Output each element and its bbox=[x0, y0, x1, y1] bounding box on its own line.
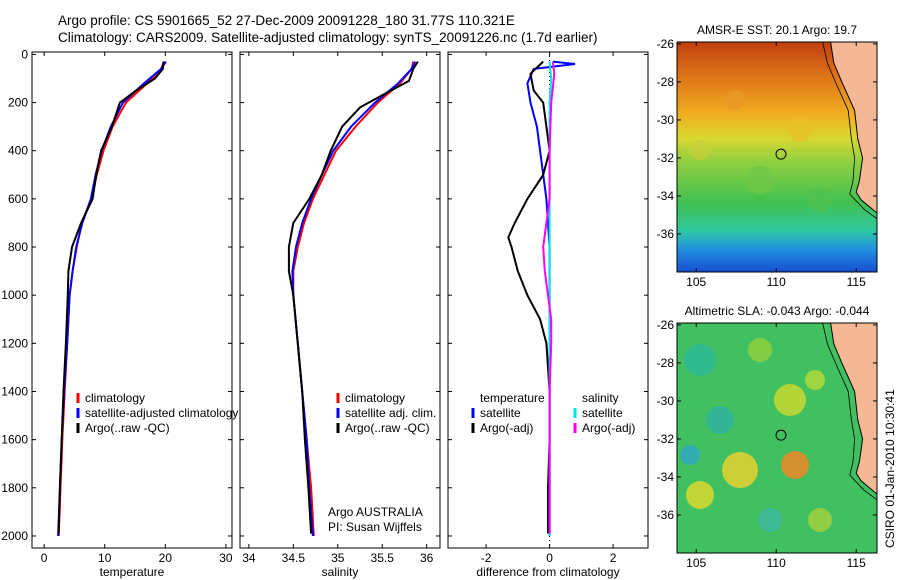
x-axis-label: difference from climatology bbox=[476, 565, 619, 579]
y-tick-label: 1800 bbox=[1, 481, 28, 495]
sst-patch bbox=[725, 90, 745, 110]
panel-annotation: Argo AUSTRALIA bbox=[328, 505, 423, 519]
x-tick-label: -2 bbox=[481, 551, 492, 565]
map-frame bbox=[676, 322, 878, 554]
legend-label: salinity bbox=[582, 391, 619, 405]
figure-title-line1: Argo profile: CS 5901665_52 27-Dec-2009 … bbox=[58, 13, 515, 28]
series-line-magenta bbox=[542, 61, 556, 534]
legend-label: satellite adj. clim. bbox=[345, 406, 436, 420]
sst-patch bbox=[788, 118, 812, 142]
series-line-black bbox=[287, 61, 419, 534]
sla-anomaly-patch bbox=[722, 452, 758, 488]
map-y-tick-label: -36 bbox=[657, 508, 675, 522]
sla-anomaly-patch bbox=[684, 344, 716, 376]
x-tick-label: 0 bbox=[546, 551, 553, 565]
legend-label: Argo(-adj) bbox=[582, 421, 635, 435]
float-position-marker bbox=[775, 148, 787, 160]
map-x-tick-label: 110 bbox=[767, 275, 786, 289]
sla-anomaly-patch bbox=[680, 445, 700, 465]
legend-label: satellite bbox=[480, 406, 521, 420]
legend-label: satellite-adjusted climatology bbox=[85, 406, 238, 420]
temperature-panel: 0 200 400 600 800 1000 1200 1400 1600 1800 2000 0 10… bbox=[1, 47, 238, 579]
shelf-contour bbox=[822, 322, 878, 501]
sla-anomaly-patch bbox=[686, 481, 714, 509]
map-title: Altimetric SLA: -0.043 Argo: -0.044 bbox=[685, 304, 870, 318]
y-tick-label: 200 bbox=[8, 96, 28, 110]
x-tick-label: 10 bbox=[98, 551, 112, 565]
figure-title-line2: Climatology: CARS2009. Satellite-adjuste… bbox=[58, 30, 598, 45]
x-tick-label: 2 bbox=[610, 551, 617, 565]
y-tick-label: 0 bbox=[21, 47, 28, 61]
map-x-tick-label: 105 bbox=[686, 275, 706, 289]
panel-annotation: PI: Susan Wijffels bbox=[328, 520, 422, 534]
map-y-tick-label: -28 bbox=[657, 75, 675, 89]
map-title: AMSR-E SST: 20.1 Argo: 19.7 bbox=[697, 23, 857, 37]
sst-map-panel: AMSR-E SST: 20.1 Argo: 19.7 -26 -28 -30 -32 -… bbox=[657, 23, 878, 289]
y-tick-label: 1600 bbox=[1, 433, 28, 447]
y-tick-label: 1200 bbox=[1, 336, 28, 350]
legend-label: Argo(..raw -QC) bbox=[345, 421, 430, 435]
map-x-tick-label: 115 bbox=[847, 556, 866, 570]
plot-frame bbox=[31, 51, 233, 549]
y-tick-label: 1000 bbox=[1, 288, 28, 302]
x-tick-label: 35 bbox=[331, 551, 345, 565]
plot-frame bbox=[239, 51, 441, 549]
y-tick-label: 1400 bbox=[1, 384, 28, 398]
sst-patch bbox=[746, 166, 774, 194]
sla-anomaly-patch bbox=[774, 384, 806, 416]
map-y-tick-label: -30 bbox=[657, 113, 675, 127]
float-position-marker bbox=[775, 429, 787, 441]
legend-label: satellite bbox=[582, 406, 623, 420]
map-y-tick-label: -30 bbox=[657, 394, 675, 408]
sla-anomaly-patch bbox=[808, 508, 832, 532]
sla-anomaly-patch bbox=[805, 370, 825, 390]
x-tick-label: 34 bbox=[242, 551, 256, 565]
map-y-tick-label: -26 bbox=[657, 318, 675, 332]
legend-label: Argo(-adj) bbox=[480, 421, 533, 435]
x-tick-label: 34.5 bbox=[282, 551, 306, 565]
sla-anomaly-patch bbox=[781, 451, 809, 479]
y-tick-label: 400 bbox=[8, 144, 28, 158]
map-y-tick-label: -28 bbox=[657, 356, 675, 370]
y-tick-label: 600 bbox=[8, 192, 28, 206]
map-x-tick-label: 105 bbox=[686, 556, 706, 570]
x-tick-label: 36 bbox=[420, 551, 434, 565]
sst-patch bbox=[808, 188, 832, 212]
x-tick-label: 20 bbox=[159, 551, 173, 565]
salinity-panel: 34 34.5 35 35.5 36 salinity climatologysatelli… bbox=[239, 51, 441, 579]
map-y-tick-label: -32 bbox=[657, 432, 675, 446]
sla-map-panel: Altimetric SLA: -0.043 Argo: -0.044 -26 -2… bbox=[657, 304, 878, 570]
y-tick-label: 2000 bbox=[1, 529, 28, 543]
map-y-tick-label: -26 bbox=[657, 37, 675, 51]
map-y-tick-label: -34 bbox=[657, 470, 675, 484]
x-tick-label: 30 bbox=[219, 551, 233, 565]
shelf-contour bbox=[822, 41, 878, 220]
legend-label: temperature bbox=[480, 391, 545, 405]
sst-patch bbox=[690, 140, 710, 160]
x-axis-label: salinity bbox=[322, 565, 359, 579]
map-frame bbox=[676, 41, 878, 273]
legend-label: climatology bbox=[345, 391, 405, 405]
y-tick-label: 800 bbox=[8, 240, 28, 254]
x-axis-label: temperature bbox=[100, 565, 165, 579]
map-x-tick-label: 110 bbox=[767, 556, 786, 570]
series-line-black bbox=[57, 61, 165, 534]
legend-label: climatology bbox=[85, 391, 145, 405]
x-tick-label: 35.5 bbox=[371, 551, 395, 565]
x-tick-label: 0 bbox=[41, 551, 48, 565]
sla-anomaly-patch bbox=[706, 406, 734, 434]
map-y-tick-label: -36 bbox=[657, 227, 675, 241]
sla-anomaly-patch bbox=[758, 508, 782, 532]
legend-label: Argo(..raw -QC) bbox=[85, 421, 170, 435]
sla-anomaly-patch bbox=[748, 338, 772, 362]
map-x-tick-label: 115 bbox=[847, 275, 866, 289]
map-y-tick-label: -34 bbox=[657, 189, 675, 203]
map-y-tick-label: -32 bbox=[657, 151, 675, 165]
